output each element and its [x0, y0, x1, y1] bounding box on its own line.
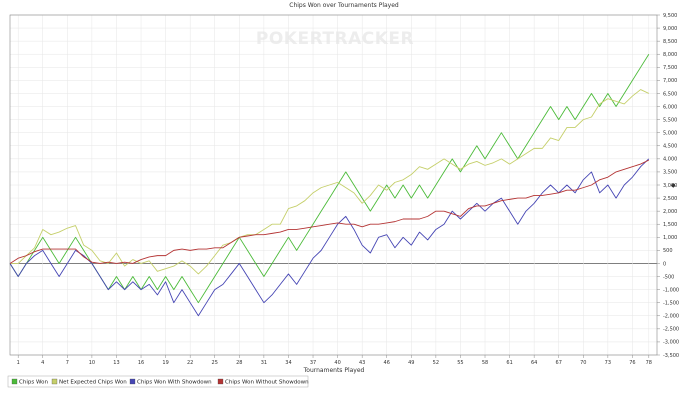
- x-tick-label: 76: [629, 360, 635, 366]
- x-axis: 1 4 7 10 13 16 19 22 25 28 31 34 37 40 43 46 49 52 55 58 61 6…: [17, 355, 652, 366]
- y-tick-label: 1,500: [663, 222, 677, 228]
- x-tick-label: 40: [334, 360, 340, 366]
- y-tick-label: 2,000: [663, 209, 677, 215]
- y-tick-label: 4,000: [663, 157, 677, 163]
- x-tick-label: 4: [41, 360, 44, 366]
- x-tick-label: 7: [66, 360, 69, 366]
- x-tick-label: 73: [605, 360, 611, 366]
- y-tick-label: 8,500: [663, 39, 677, 45]
- legend-entry: Chips Won With Showdown: [137, 380, 212, 386]
- x-tick-label: 1: [17, 360, 20, 366]
- y-tick-label: 500: [663, 248, 673, 254]
- x-tick-label: 46: [384, 360, 390, 366]
- x-axis-title: Tournaments Played: [303, 367, 365, 374]
- chart-title: Chips Won over Tournaments Played: [289, 2, 399, 9]
- y-tick-label: 8,000: [663, 52, 677, 58]
- x-tick-label: 28: [236, 360, 242, 366]
- series-line-chips-won: [9, 53, 650, 304]
- y-tick-label: 4,500: [663, 144, 677, 150]
- x-tick-label: 55: [457, 360, 463, 366]
- y-tick-label: 0: [663, 261, 666, 267]
- grid: [10, 14, 657, 356]
- x-tick-label: 67: [556, 360, 562, 366]
- legend-swatch: [11, 378, 18, 385]
- y-tick-label: 3,000: [663, 183, 677, 189]
- y-tick-label: -2,000: [663, 314, 679, 320]
- x-tick-label: 49: [408, 360, 414, 366]
- y-tick-label: 7,500: [663, 65, 677, 71]
- y-tick-label: -1,500: [663, 300, 679, 306]
- y-tick-label: 2,500: [663, 196, 677, 202]
- x-tick-label: 19: [162, 360, 168, 366]
- pokertracker-watermark: POKERTRACKER: [256, 29, 414, 49]
- series-line-net-expected-chips-won: [10, 89, 650, 275]
- legend-entry: Net Expected Chips Won: [59, 380, 127, 386]
- y-tick-label: 3,500: [663, 170, 677, 176]
- x-tick-label: 22: [187, 360, 193, 366]
- legend-swatch: [129, 378, 136, 385]
- y-tick-label: 6,500: [663, 91, 677, 97]
- legend-swatch: [217, 378, 224, 385]
- x-tick-label: 52: [433, 360, 439, 366]
- x-tick-label: 78: [646, 360, 652, 366]
- x-tick-label: 43: [359, 360, 365, 366]
- x-tick-label: 31: [261, 360, 267, 366]
- y-axis-arrow-glyph: ◆: [671, 182, 676, 189]
- legend-entry: Chips Won Without Showdown: [225, 380, 309, 386]
- legend-entry: Chips Won: [19, 380, 48, 386]
- x-tick-label: 13: [113, 360, 119, 366]
- y-axis: -3,500 -3,000 -2,500 -2,000 -1,500 -1,000 -500…: [657, 13, 679, 359]
- y-tick-label: -1,000: [663, 287, 679, 293]
- y-tick-label: -3,500: [663, 353, 679, 359]
- series-line-chips-won-with-showdown: [9, 158, 650, 317]
- x-tick-label: 16: [138, 360, 144, 366]
- y-tick-label: 9,500: [663, 13, 677, 19]
- x-tick-label: 64: [531, 360, 537, 366]
- legend: Chips Won Net Expected Chips Won Chips Won…: [7, 375, 309, 388]
- y-tick-label: -500: [663, 274, 674, 280]
- legend-swatch: [51, 378, 58, 385]
- y-tick-label: -3,000: [663, 340, 679, 346]
- legend-box: [7, 375, 309, 388]
- x-tick-label: 61: [506, 360, 512, 366]
- x-tick-label: 70: [580, 360, 586, 366]
- y-tick-label: 5,500: [663, 117, 677, 123]
- watermark-text: POKERTRACKER: [256, 29, 414, 49]
- y-tick-label: 7,000: [663, 78, 677, 84]
- y-tick-label: -2,500: [663, 327, 679, 333]
- series-lines: [9, 53, 650, 317]
- y-tick-label: 5,000: [663, 130, 677, 136]
- x-tick-label: 25: [212, 360, 218, 366]
- x-tick-label: 34: [285, 360, 291, 366]
- series-line-chips-won-without-showdown: [9, 159, 650, 264]
- y-tick-label: 9,000: [663, 26, 677, 32]
- x-tick-label: 58: [482, 360, 488, 366]
- y-tick-label: 1,000: [663, 235, 677, 241]
- x-tick-label: 10: [89, 360, 95, 366]
- y-tick-label: 6,000: [663, 104, 677, 110]
- x-tick-label: 37: [310, 360, 316, 366]
